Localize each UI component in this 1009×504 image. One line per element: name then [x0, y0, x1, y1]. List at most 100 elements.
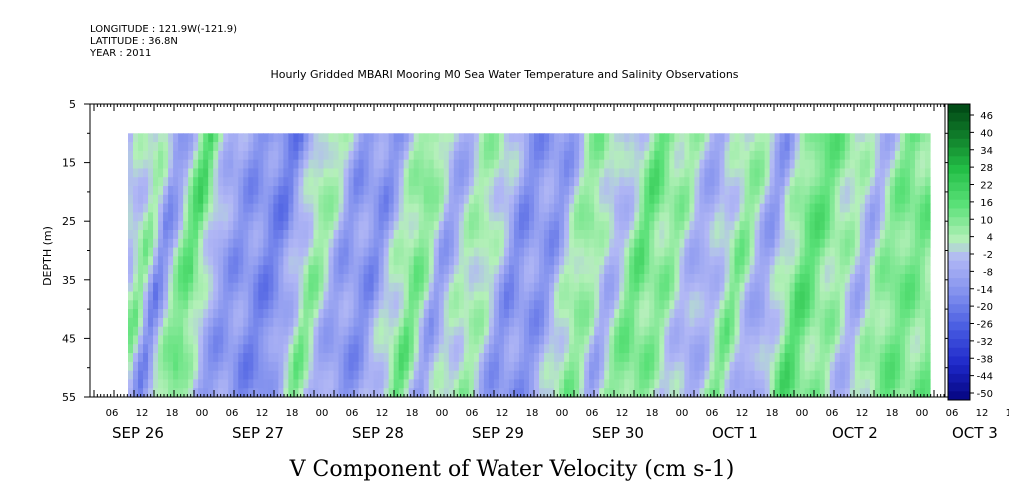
heatmap-cell	[268, 379, 274, 389]
heatmap-cell	[293, 273, 300, 284]
heatmap-cell	[844, 194, 851, 205]
heatmap-cell	[348, 388, 355, 398]
heatmap-cell	[328, 229, 335, 240]
heatmap-cell	[674, 168, 680, 178]
heatmap-cell	[363, 300, 370, 310]
heatmap-cell	[799, 344, 806, 354]
heatmap-cell	[794, 150, 801, 161]
heatmap-cell	[208, 317, 214, 328]
heatmap-cell	[128, 353, 134, 363]
heatmap-cell	[844, 256, 851, 266]
heatmap-cell	[634, 282, 640, 293]
heatmap-cell	[834, 282, 841, 293]
heatmap-cell	[248, 344, 254, 354]
heatmap-cell	[353, 317, 360, 328]
heatmap-cell	[423, 300, 430, 310]
heatmap-cell	[333, 300, 340, 310]
heatmap-cell	[769, 282, 776, 293]
heatmap-cell	[739, 221, 746, 231]
heatmap-cell	[478, 256, 485, 266]
heatmap-cell	[398, 265, 405, 275]
heatmap-cell	[874, 256, 881, 266]
heatmap-cell	[629, 150, 635, 161]
heatmap-cell	[408, 238, 415, 249]
heatmap-cell	[393, 247, 400, 257]
heatmap-cell	[428, 247, 435, 257]
heatmap-cell	[243, 265, 249, 275]
heatmap-cell	[178, 229, 184, 240]
heatmap-cell	[789, 194, 796, 205]
heatmap-cell	[874, 212, 881, 222]
heatmap-cell	[473, 309, 480, 319]
heatmap-cell	[358, 335, 365, 345]
heatmap-cell	[268, 133, 274, 143]
heatmap-cell	[268, 309, 274, 319]
heatmap-cell	[809, 186, 816, 196]
heatmap-cell	[198, 326, 204, 337]
heatmap-cell	[208, 300, 214, 310]
heatmap-cell	[689, 265, 696, 275]
heatmap-cell	[579, 212, 585, 222]
heatmap-cell	[313, 326, 320, 337]
heatmap-cell	[789, 247, 796, 257]
heatmap-cell	[493, 221, 500, 231]
heatmap-cell	[188, 388, 194, 398]
heatmap-cell	[819, 361, 826, 372]
heatmap-cell	[378, 168, 385, 178]
heatmap-cell	[609, 247, 615, 257]
heatmap-cell	[208, 388, 214, 398]
heatmap-cell	[483, 379, 490, 389]
heatmap-cell	[644, 273, 650, 284]
heatmap-cell	[649, 177, 655, 187]
heatmap-cell	[559, 133, 565, 143]
heatmap-cell	[894, 221, 901, 231]
heatmap-cell	[188, 256, 194, 266]
heatmap-cell	[829, 212, 836, 222]
heatmap-cell	[614, 256, 620, 266]
heatmap-cell	[784, 344, 791, 354]
heatmap-cell	[153, 370, 159, 381]
heatmap-cell	[313, 344, 320, 354]
heatmap-cell	[899, 335, 906, 345]
heatmap-cell	[158, 353, 164, 363]
heatmap-cell	[894, 212, 901, 222]
heatmap-cell	[518, 142, 525, 152]
heatmap-cell	[559, 212, 565, 222]
heatmap-cell	[398, 370, 405, 381]
heatmap-cell	[559, 273, 565, 284]
heatmap-cell	[303, 256, 310, 266]
heatmap-cell	[273, 229, 279, 240]
heatmap-cell	[298, 379, 305, 389]
heatmap-cell	[358, 247, 365, 257]
heatmap-cell	[438, 291, 445, 301]
heatmap-cell	[253, 282, 259, 293]
heatmap-cell	[178, 142, 184, 152]
heatmap-cell	[874, 326, 881, 337]
heatmap-cell	[559, 353, 565, 363]
heatmap-cell	[809, 203, 816, 214]
heatmap-cell	[919, 142, 926, 152]
heatmap-cell	[909, 353, 916, 363]
heatmap-cell	[754, 256, 761, 266]
heatmap-cell	[298, 186, 305, 196]
heatmap-cell	[744, 168, 751, 178]
heatmap-cell	[554, 159, 560, 170]
heatmap-cell	[233, 317, 239, 328]
heatmap-cell	[473, 150, 480, 161]
heatmap-cell	[173, 344, 179, 354]
heatmap-cell	[193, 229, 199, 240]
heatmap-cell	[393, 168, 400, 178]
heatmap-cell	[223, 300, 229, 310]
heatmap-cell	[318, 282, 325, 293]
heatmap-cell	[864, 203, 871, 214]
heatmap-cell	[313, 159, 320, 170]
heatmap-cell	[584, 379, 590, 389]
heatmap-cell	[483, 150, 490, 161]
heatmap-cell	[173, 247, 179, 257]
heatmap-cell	[679, 282, 685, 293]
heatmap-cell	[694, 247, 701, 257]
heatmap-cell	[584, 353, 590, 363]
heatmap-cell	[248, 291, 254, 301]
heatmap-cell	[153, 203, 159, 214]
heatmap-cell	[844, 335, 851, 345]
